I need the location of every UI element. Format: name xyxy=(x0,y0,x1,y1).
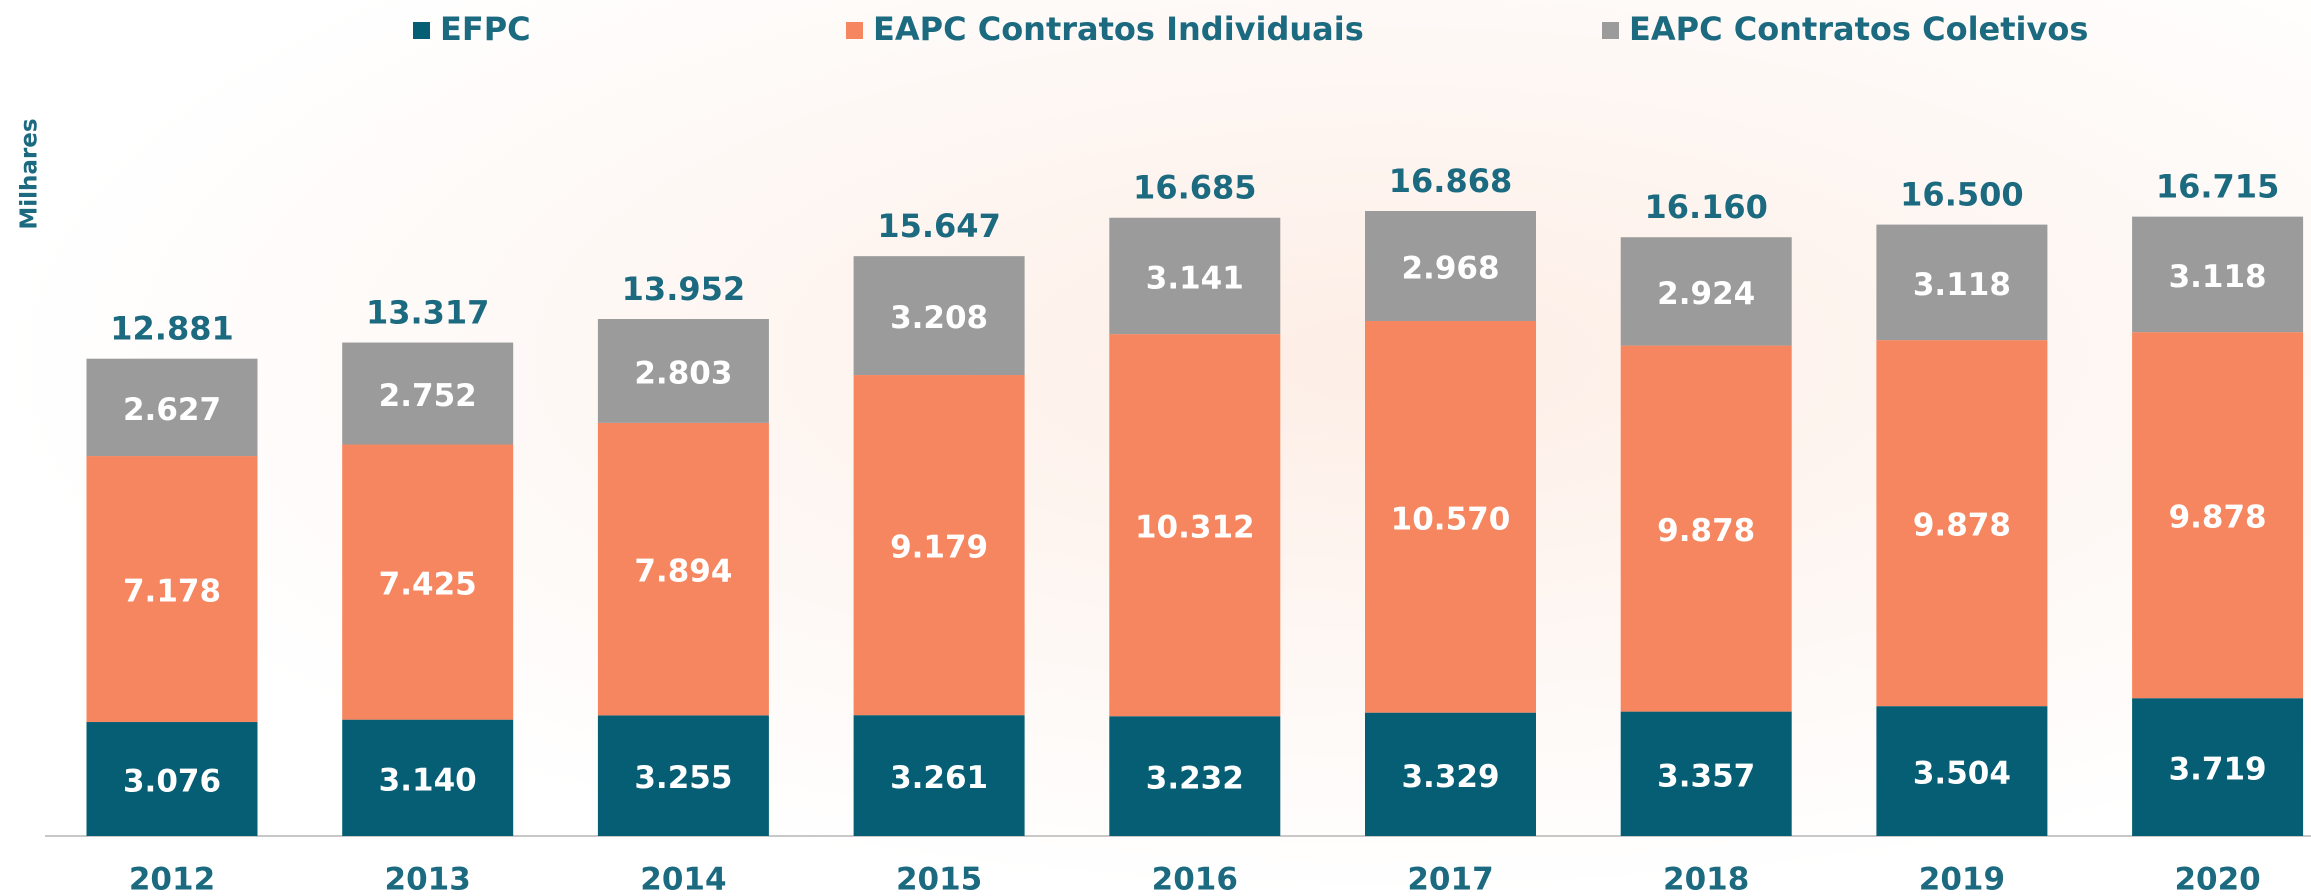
bar-segment xyxy=(1365,320,1536,713)
total-label: 16.685 xyxy=(1133,169,1256,207)
value-label: 3.261 xyxy=(890,760,988,796)
value-label: 9.878 xyxy=(1913,508,2011,544)
value-label: 3.076 xyxy=(123,764,221,800)
bar-segment xyxy=(2132,698,2304,836)
total-label: 13.952 xyxy=(622,270,745,308)
x-tick-label: 2016 xyxy=(1152,862,1238,896)
bar-segment xyxy=(2132,216,2304,333)
x-tick-label: 2017 xyxy=(1407,862,1493,896)
bar-segment xyxy=(1876,706,2048,836)
bar-segment xyxy=(342,444,514,720)
value-label: 3.208 xyxy=(890,300,988,336)
legend-swatch xyxy=(846,22,863,39)
total-label: 12.881 xyxy=(110,310,233,348)
total-label: 16.868 xyxy=(1389,162,1512,200)
value-label: 3.141 xyxy=(1146,260,1244,296)
value-label: 3.118 xyxy=(2169,259,2267,295)
bar-segment xyxy=(342,719,514,836)
value-label: 7.425 xyxy=(379,567,477,603)
bar-segment xyxy=(597,422,769,716)
legend-label: EAPC Contratos Individuais xyxy=(873,10,1364,48)
x-tick-label: 2019 xyxy=(1919,862,2005,896)
y-axis-label: Milhares xyxy=(17,118,43,229)
value-label: 3.719 xyxy=(2169,752,2267,788)
value-label: 7.178 xyxy=(123,574,221,610)
bar-segment xyxy=(1876,224,2048,341)
bar-segment xyxy=(853,715,1025,836)
legend-swatch xyxy=(1602,22,1619,39)
bar-segment xyxy=(86,358,258,457)
value-label: 2.968 xyxy=(1401,250,1499,286)
bar-segment xyxy=(1620,711,1792,836)
bar-segment xyxy=(342,342,514,445)
bar-segment xyxy=(1109,716,1281,836)
bar-segment xyxy=(1620,237,1792,346)
x-tick-label: 2020 xyxy=(2174,862,2260,896)
value-label: 2.752 xyxy=(379,378,477,414)
total-label: 16.715 xyxy=(2156,168,2279,206)
value-label: 3.329 xyxy=(1401,759,1499,795)
total-label: 15.647 xyxy=(877,207,1000,245)
x-tick-label: 2015 xyxy=(896,862,982,896)
x-tick-label: 2014 xyxy=(640,862,726,896)
bar-segment xyxy=(1109,217,1281,335)
bar-segment xyxy=(1876,340,2048,707)
value-label: 3.357 xyxy=(1657,758,1755,794)
value-label: 10.312 xyxy=(1135,510,1255,546)
value-label: 2.803 xyxy=(634,355,732,391)
bar-segment xyxy=(2132,332,2304,699)
bar-segment xyxy=(1109,334,1281,717)
bar-segment xyxy=(1365,211,1536,321)
bar-segment xyxy=(1620,345,1792,712)
bar-segment xyxy=(86,456,258,723)
legend-swatch xyxy=(413,22,430,39)
legend-label: EAPC Contratos Coletivos xyxy=(1629,10,2088,48)
total-label: 13.317 xyxy=(366,294,489,332)
bar-segment xyxy=(597,319,769,423)
bar-segment xyxy=(1365,712,1536,836)
value-label: 3.504 xyxy=(1913,756,2011,792)
total-label: 16.160 xyxy=(1644,188,1767,226)
value-label: 3.140 xyxy=(379,762,477,798)
value-label: 3.255 xyxy=(634,760,732,796)
x-tick-label: 2012 xyxy=(129,862,215,896)
value-label: 7.894 xyxy=(634,554,732,590)
legend-label: EFPC xyxy=(440,10,531,48)
x-tick-label: 2013 xyxy=(385,862,471,896)
value-label: 9.179 xyxy=(890,530,988,566)
bar-segment xyxy=(86,722,258,836)
total-label: 16.500 xyxy=(1900,176,2023,214)
x-tick-label: 2018 xyxy=(1663,862,1749,896)
value-label: 3.232 xyxy=(1146,761,1244,797)
value-label: 2.924 xyxy=(1657,276,1755,312)
value-label: 9.878 xyxy=(1657,513,1755,549)
bar-segment xyxy=(597,715,769,836)
value-label: 10.570 xyxy=(1391,501,1511,537)
bar-segment xyxy=(853,256,1025,376)
value-label: 3.118 xyxy=(1913,267,2011,303)
bar-segment xyxy=(853,375,1025,716)
value-label: 9.878 xyxy=(2169,500,2267,536)
value-label: 2.627 xyxy=(123,392,221,428)
